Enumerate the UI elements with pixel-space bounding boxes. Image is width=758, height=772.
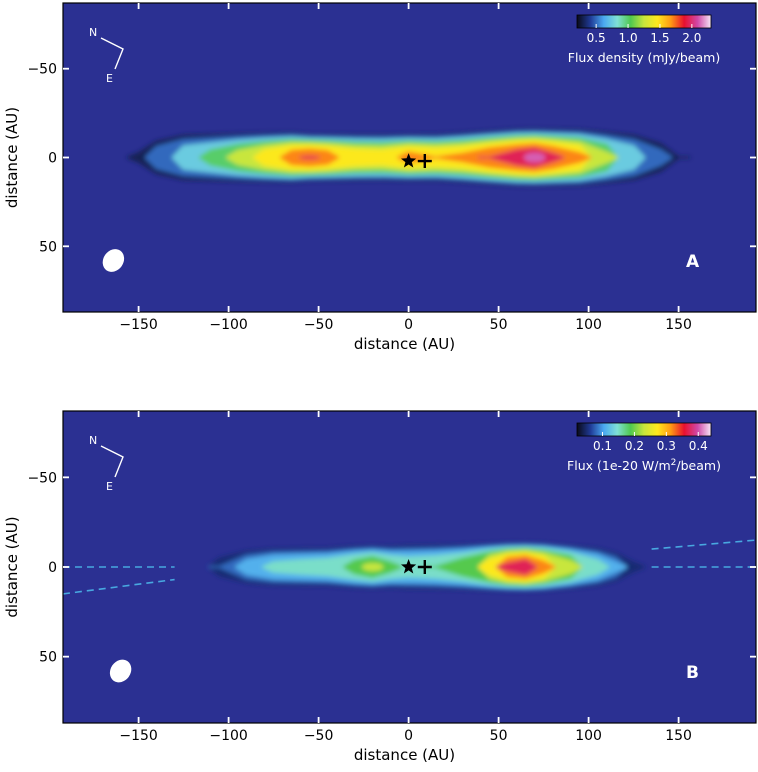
compass-east-label: E <box>106 480 113 493</box>
colorbar-tick-label: 0.1 <box>593 439 612 453</box>
x-tick-label: 50 <box>490 728 508 744</box>
disk-layer-8 <box>298 155 321 160</box>
x-tick-label: 100 <box>575 317 602 333</box>
x-tick-label: 100 <box>575 728 602 744</box>
x-axis-label: distance (AU) <box>354 335 455 353</box>
colorbar-label-part: Flux (1e-20 W/m <box>567 458 671 473</box>
star-marker <box>401 153 417 168</box>
compass-north-label: N <box>89 434 97 447</box>
colorbar-tick-label: 0.4 <box>689 439 708 453</box>
disk-layer-6 <box>361 562 384 572</box>
colorbar-tick-label: 0.2 <box>625 439 644 453</box>
y-tick-label: 50 <box>39 650 57 666</box>
colorbar-tick-label: 1.5 <box>650 31 669 45</box>
x-tick-label: 50 <box>490 317 508 333</box>
compass-north-label: N <box>89 26 97 39</box>
x-tick-label: 0 <box>404 728 413 744</box>
colorbar <box>576 14 712 29</box>
dashed-line-4 <box>651 539 756 550</box>
disk-emission <box>63 539 756 595</box>
panel-a: N E A 0.5 1.0 1.5 2.0 Flux density (mJy/beam) −1… <box>3 2 757 353</box>
panel-label: A <box>686 252 700 272</box>
colorbar-label-superscript: 2 <box>671 458 677 468</box>
colorbar-label: Flux (1e-20 W/m2/beam) <box>567 458 721 473</box>
disk-layer-9 <box>523 152 546 163</box>
colorbar-label: Flux density (mJy/beam) <box>568 50 720 65</box>
y-axis-label: distance (AU) <box>3 516 21 617</box>
star-marker <box>401 559 417 574</box>
disk-layer-9 <box>495 559 538 575</box>
beam-ellipse <box>102 249 125 272</box>
y-axis-label: distance (AU) <box>3 107 21 208</box>
x-tick-label: 0 <box>404 317 413 333</box>
y-tick-label: −50 <box>27 62 57 78</box>
compass-arrows <box>100 37 124 70</box>
cross-marker <box>417 154 432 169</box>
x-tick-label: −50 <box>304 317 334 333</box>
colorbar <box>576 422 712 437</box>
x-tick-label: 150 <box>665 728 692 744</box>
y-tick-label: 50 <box>39 239 57 255</box>
colorbar-tick-label: 0.3 <box>657 439 676 453</box>
x-axis-label: distance (AU) <box>354 746 455 764</box>
disk-layers <box>207 542 646 592</box>
panel-b: N E B 0.1 0.2 0.3 0.4 Flux (1e-20 W/m2/beam) −15… <box>3 410 757 764</box>
colorbar-label-part: /beam) <box>676 458 721 473</box>
disk-layer-8 <box>477 147 565 168</box>
cross-marker <box>417 560 432 574</box>
x-tick-label: −50 <box>304 728 334 744</box>
compass-arrows <box>100 445 124 478</box>
colorbar-tick-label: 2.0 <box>682 31 701 45</box>
y-tick-label: −50 <box>27 470 57 486</box>
x-tick-label: −100 <box>209 317 247 333</box>
x-tick-label: −100 <box>209 728 247 744</box>
dashed-line-2 <box>63 578 175 595</box>
y-tick-label: 0 <box>48 151 57 167</box>
x-tick-label: −150 <box>119 728 157 744</box>
beam-ellipse <box>109 659 132 683</box>
compass-east-label: E <box>106 72 113 85</box>
x-tick-label: 150 <box>665 317 692 333</box>
colorbar-tick-label: 1.0 <box>619 31 638 45</box>
x-tick-label: −150 <box>119 317 157 333</box>
colorbar-tick-label: 0.5 <box>587 31 606 45</box>
panel-label: B <box>686 663 699 683</box>
y-tick-label: 0 <box>48 560 57 576</box>
